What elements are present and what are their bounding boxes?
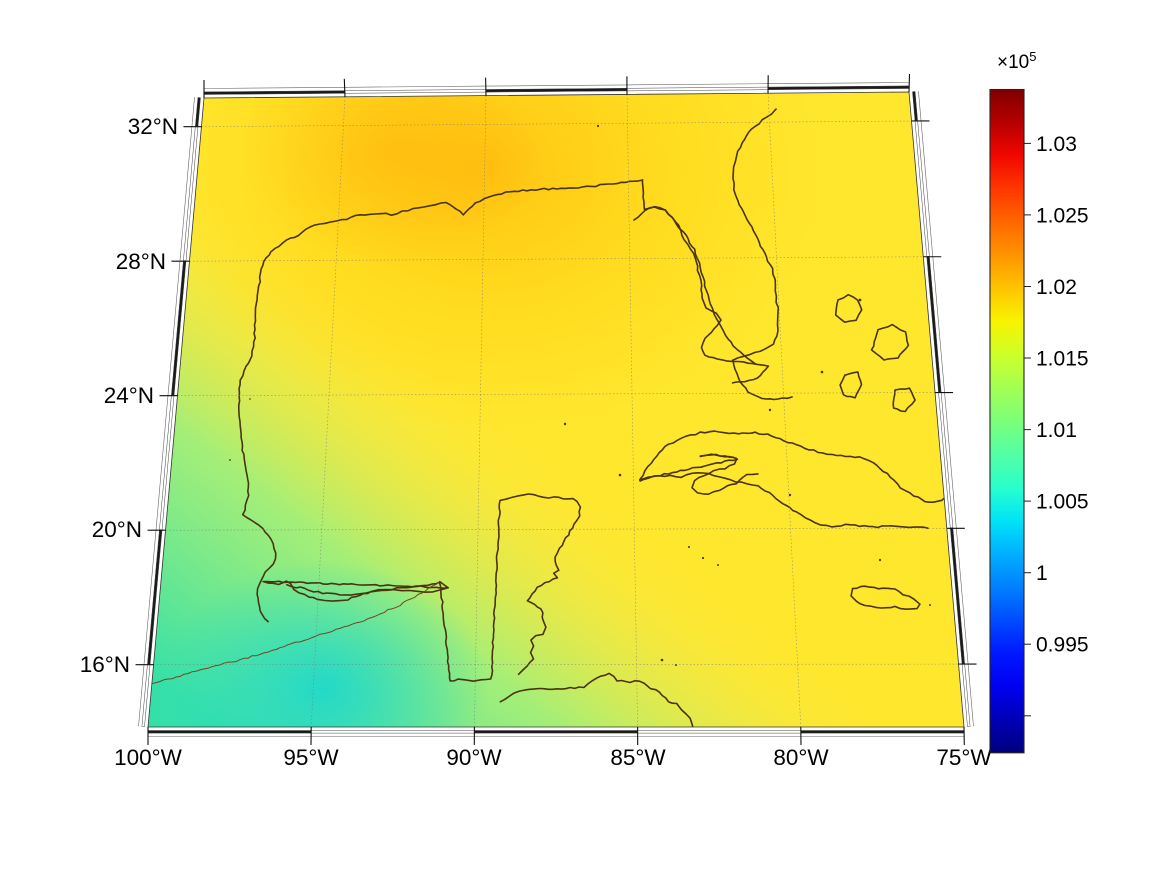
svg-text:1: 1 [1036,562,1048,585]
svg-text:1.02: 1.02 [1036,276,1077,299]
svg-text:1.015: 1.015 [1036,348,1089,371]
svg-text:28°N: 28°N [116,249,166,274]
svg-text:95°W: 95°W [283,745,339,770]
svg-text:1.01: 1.01 [1036,419,1077,442]
svg-text:32°N: 32°N [128,114,178,139]
svg-text:90°W: 90°W [446,745,502,770]
svg-text:×105: ×105 [997,49,1036,74]
svg-text:80°W: 80°W [773,745,829,770]
svg-text:85°W: 85°W [610,745,666,770]
svg-text:1.03: 1.03 [1036,133,1077,156]
svg-text:20°N: 20°N [92,517,142,542]
svg-text:0.995: 0.995 [1036,634,1089,657]
svg-text:100°W: 100°W [114,745,183,770]
svg-text:1.005: 1.005 [1036,491,1089,514]
svg-text:24°N: 24°N [104,383,154,408]
svg-text:1.025: 1.025 [1036,205,1089,228]
svg-text:16°N: 16°N [80,652,130,677]
svg-text:75°W: 75°W [936,745,992,770]
